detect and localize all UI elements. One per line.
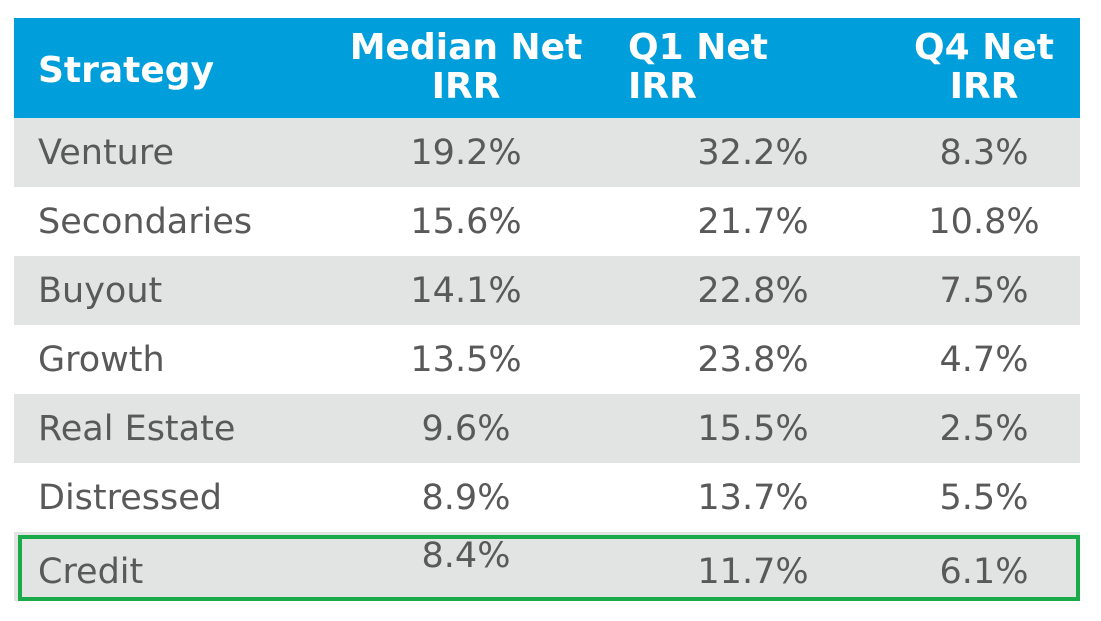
header-median-net-irr: Median Net IRR	[314, 18, 592, 118]
irr-table: Strategy Median Net IRR Q1 Net IRR	[14, 18, 1080, 601]
cell-q1-net-irr: 11.7%	[697, 551, 809, 592]
table-body: Venture 19.2% 32.2% 8.3% Secondaries 15.…	[14, 118, 1080, 601]
header-q1-net-irr: Q1 Net IRR	[592, 18, 870, 118]
cell-strategy: Distressed	[38, 477, 223, 518]
table-header: Strategy Median Net IRR Q1 Net IRR	[14, 18, 1080, 118]
table-row: Distressed 8.9% 13.7% 5.5%	[14, 463, 1080, 532]
header-median-line2: IRR	[431, 66, 501, 107]
cell-median-net-irr: 8.4%	[421, 536, 511, 576]
cell-strategy: Growth	[38, 339, 165, 380]
cell-q4-net-irr: 7.5%	[939, 270, 1029, 311]
cell-strategy: Venture	[38, 132, 175, 173]
table-row-highlighted: Credit 8.4% 11.7% 6.1%	[14, 532, 1080, 601]
table-row: Real Estate 9.6% 15.5% 2.5%	[14, 394, 1080, 463]
cell-q4-net-irr: 8.3%	[939, 132, 1029, 173]
cell-median-net-irr: 13.5%	[410, 339, 522, 380]
cell-q4-net-irr: 4.7%	[939, 339, 1029, 380]
header-q4-line1: Q4 Net	[914, 27, 1054, 69]
table-row: Venture 19.2% 32.2% 8.3%	[14, 118, 1080, 187]
cell-q4-net-irr: 5.5%	[939, 477, 1029, 518]
cell-strategy: Credit	[38, 551, 144, 592]
header-row: Strategy Median Net IRR Q1 Net IRR	[14, 18, 1080, 118]
header-strategy-label: Strategy	[38, 49, 215, 91]
cell-median-net-irr: 19.2%	[410, 132, 522, 173]
cell-strategy: Real Estate	[38, 408, 236, 449]
irr-table-container: Strategy Median Net IRR Q1 Net IRR	[14, 18, 1080, 601]
cell-median-net-irr: 15.6%	[410, 201, 522, 242]
header-strategy: Strategy	[14, 18, 314, 118]
cell-q1-net-irr: 23.8%	[697, 339, 809, 380]
cell-median-net-irr: 14.1%	[410, 270, 522, 311]
cell-q1-net-irr: 15.5%	[697, 408, 809, 449]
table-row: Growth 13.5% 23.8% 4.7%	[14, 325, 1080, 394]
cell-q1-net-irr: 22.8%	[697, 270, 809, 311]
cell-median-net-irr: 9.6%	[421, 408, 511, 449]
cell-q1-net-irr: 13.7%	[697, 477, 809, 518]
table-row: Secondaries 15.6% 21.7% 10.8%	[14, 187, 1080, 256]
cell-q4-net-irr: 2.5%	[939, 408, 1029, 449]
cell-q1-net-irr: 21.7%	[697, 201, 809, 242]
header-q1-line1: Q1 Net	[628, 27, 768, 69]
header-q4-line2: IRR	[949, 66, 1019, 107]
table-row: Buyout 14.1% 22.8% 7.5%	[14, 256, 1080, 325]
header-median-line1: Median Net	[349, 27, 583, 69]
header-q4-net-irr: Q4 Net IRR	[870, 18, 1080, 118]
cell-q4-net-irr: 6.1%	[939, 551, 1029, 592]
cell-q4-net-irr: 10.8%	[928, 201, 1040, 242]
cell-strategy: Secondaries	[38, 201, 253, 242]
cell-q1-net-irr: 32.2%	[697, 132, 809, 173]
cell-strategy: Buyout	[38, 270, 163, 311]
cell-median-net-irr: 8.9%	[421, 477, 511, 518]
header-q1-line2: IRR	[628, 66, 697, 107]
